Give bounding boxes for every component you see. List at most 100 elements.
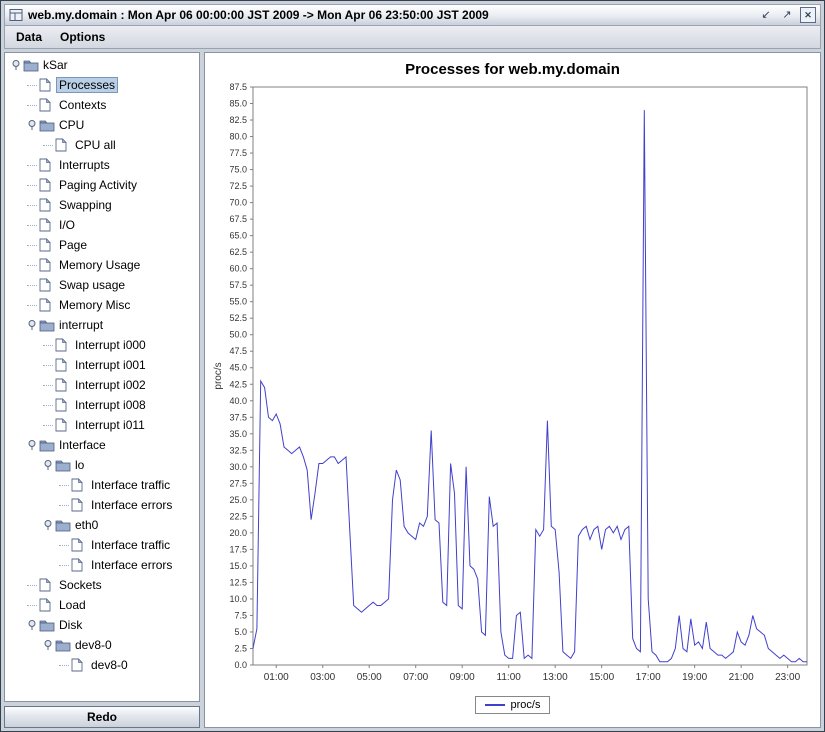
tree-guide-line bbox=[27, 244, 37, 246]
tree-guide-slot bbox=[25, 604, 39, 606]
tree-item-interface-traffic[interactable]: Interface traffic bbox=[5, 535, 199, 555]
tree-item-processes[interactable]: Processes bbox=[5, 75, 199, 95]
chart-panel: Processes for web.my.domain 0.0 2.5 5.0 7.5… bbox=[204, 52, 821, 728]
main-content: kSar Processes Contexts CPU CPU all Interrupt… bbox=[4, 52, 821, 728]
metrics-tree: kSar Processes Contexts CPU CPU all Interrupt… bbox=[4, 52, 200, 702]
chart-legend: proc/s bbox=[474, 696, 551, 714]
tree-item-dev8-0[interactable]: dev8-0 bbox=[5, 635, 199, 655]
tree-item-label: Swap usage bbox=[59, 278, 126, 292]
tree-item-interrupt-i002[interactable]: Interrupt i002 bbox=[5, 375, 199, 395]
document-icon bbox=[39, 158, 56, 172]
series-line-proc-s bbox=[252, 110, 807, 663]
tree-item-cpu[interactable]: CPU bbox=[5, 115, 199, 135]
maximize-button[interactable]: ↗ bbox=[779, 7, 795, 23]
document-icon bbox=[71, 478, 88, 492]
tree-item-memory-misc[interactable]: Memory Misc bbox=[5, 295, 199, 315]
y-tick-label: 60.0 bbox=[229, 264, 247, 274]
tree-guide-line bbox=[43, 404, 53, 406]
document-icon bbox=[39, 298, 56, 312]
tree-item-interrupt-i001[interactable]: Interrupt i001 bbox=[5, 355, 199, 375]
tree-expand-knob[interactable] bbox=[41, 519, 55, 531]
tree-item-swapping[interactable]: Swapping bbox=[5, 195, 199, 215]
y-tick-label: 62.5 bbox=[229, 247, 247, 257]
x-tick-label: 01:00 bbox=[263, 672, 288, 683]
y-tick-label: 70.0 bbox=[229, 198, 247, 208]
document-icon bbox=[55, 398, 72, 412]
tree-guide-slot bbox=[57, 564, 71, 566]
folder-icon bbox=[55, 459, 72, 472]
tree-item-label: Interface bbox=[59, 438, 106, 452]
line-chart[interactable]: 0.0 2.5 5.0 7.5 10.0 12.5 15.0 17.5 20.0 22.5 25.0… bbox=[209, 79, 817, 695]
tree-item-interface[interactable]: Interface bbox=[5, 435, 199, 455]
tree-expand-knob[interactable] bbox=[25, 319, 39, 331]
window-titlebar[interactable]: web.my.domain : Mon Apr 06 00:00:00 JST … bbox=[4, 4, 821, 26]
tree-item-interface-errors[interactable]: Interface errors bbox=[5, 495, 199, 515]
tree-item-interrupt-i011[interactable]: Interrupt i011 bbox=[5, 415, 199, 435]
tree-item-interrupt[interactable]: interrupt bbox=[5, 315, 199, 335]
tree-expand-knob[interactable] bbox=[25, 119, 39, 131]
tree-item-swap-usage[interactable]: Swap usage bbox=[5, 275, 199, 295]
tree-item-label: eth0 bbox=[75, 518, 99, 532]
tree-expand-knob[interactable] bbox=[25, 619, 39, 631]
tree-item-label: Interface errors bbox=[91, 558, 173, 572]
x-tick-label: 03:00 bbox=[310, 672, 335, 683]
tree-item-interface-traffic[interactable]: Interface traffic bbox=[5, 475, 199, 495]
tree-guide-slot bbox=[25, 84, 39, 86]
y-tick-label: 50.0 bbox=[229, 330, 247, 340]
tree-item-label: Interrupt i008 bbox=[75, 398, 146, 412]
tree-item-label: Memory Usage bbox=[59, 258, 141, 272]
y-tick-label: 52.5 bbox=[229, 313, 247, 323]
tree-item-load[interactable]: Load bbox=[5, 595, 199, 615]
x-tick-label: 15:00 bbox=[589, 672, 614, 683]
y-tick-label: 17.5 bbox=[229, 544, 247, 554]
tree-item-eth0[interactable]: eth0 bbox=[5, 515, 199, 535]
tree-item-label: interrupt bbox=[59, 318, 104, 332]
tree-item-label: Disk bbox=[59, 618, 83, 632]
iconify-button[interactable]: ↙ bbox=[758, 7, 774, 23]
menu-item-options[interactable]: Options bbox=[60, 30, 106, 44]
y-tick-label: 0.0 bbox=[234, 660, 247, 670]
tree-item-interface-errors[interactable]: Interface errors bbox=[5, 555, 199, 575]
y-tick-label: 7.5 bbox=[234, 610, 247, 620]
tree-item-interrupt-i000[interactable]: Interrupt i000 bbox=[5, 335, 199, 355]
tree-guide-slot bbox=[25, 264, 39, 266]
tree-guide-slot bbox=[25, 244, 39, 246]
y-tick-label: 27.5 bbox=[229, 478, 247, 488]
tree-item-paging-activity[interactable]: Paging Activity bbox=[5, 175, 199, 195]
tree-guide-line bbox=[43, 344, 53, 346]
tree-item-memory-usage[interactable]: Memory Usage bbox=[5, 255, 199, 275]
tree-expand-knob[interactable] bbox=[41, 459, 55, 471]
tree-item-sockets[interactable]: Sockets bbox=[5, 575, 199, 595]
iconify-icon: ↙ bbox=[761, 8, 771, 21]
tree-item-i-o[interactable]: I/O bbox=[5, 215, 199, 235]
tree-item-page[interactable]: Page bbox=[5, 235, 199, 255]
app-icon bbox=[9, 8, 23, 22]
tree-item-disk[interactable]: Disk bbox=[5, 615, 199, 635]
plot-area[interactable] bbox=[252, 86, 807, 666]
tree-item-lo[interactable]: lo bbox=[5, 455, 199, 475]
redo-button[interactable]: Redo bbox=[4, 706, 200, 728]
close-button[interactable]: ✕ bbox=[800, 7, 816, 23]
tree-guide-slot bbox=[25, 304, 39, 306]
tree-expand-knob[interactable] bbox=[41, 639, 55, 651]
tree-expand-knob[interactable] bbox=[25, 439, 39, 451]
folder-icon bbox=[39, 439, 56, 452]
tree-item-cpu-all[interactable]: CPU all bbox=[5, 135, 199, 155]
tree-item-label: Page bbox=[59, 238, 88, 252]
tree-guide-line bbox=[43, 364, 53, 366]
tree-item-label: CPU bbox=[59, 118, 85, 132]
tree-guide-slot bbox=[57, 484, 71, 486]
y-tick-label: 87.5 bbox=[229, 82, 247, 92]
tree-item-ksar[interactable]: kSar bbox=[5, 55, 199, 75]
y-tick-label: 45.0 bbox=[229, 363, 247, 373]
tree-item-contexts[interactable]: Contexts bbox=[5, 95, 199, 115]
menu-item-data[interactable]: Data bbox=[16, 30, 43, 44]
tree-expand-knob[interactable] bbox=[9, 59, 23, 71]
maximize-icon: ↗ bbox=[782, 8, 792, 21]
y-tick-label: 40.0 bbox=[229, 396, 247, 406]
tree-item-interrupts[interactable]: Interrupts bbox=[5, 155, 199, 175]
tree-item-dev8-0[interactable]: dev8-0 bbox=[5, 655, 199, 675]
tree-item-interrupt-i008[interactable]: Interrupt i008 bbox=[5, 395, 199, 415]
document-icon bbox=[71, 538, 88, 552]
tree-guide-slot bbox=[25, 204, 39, 206]
